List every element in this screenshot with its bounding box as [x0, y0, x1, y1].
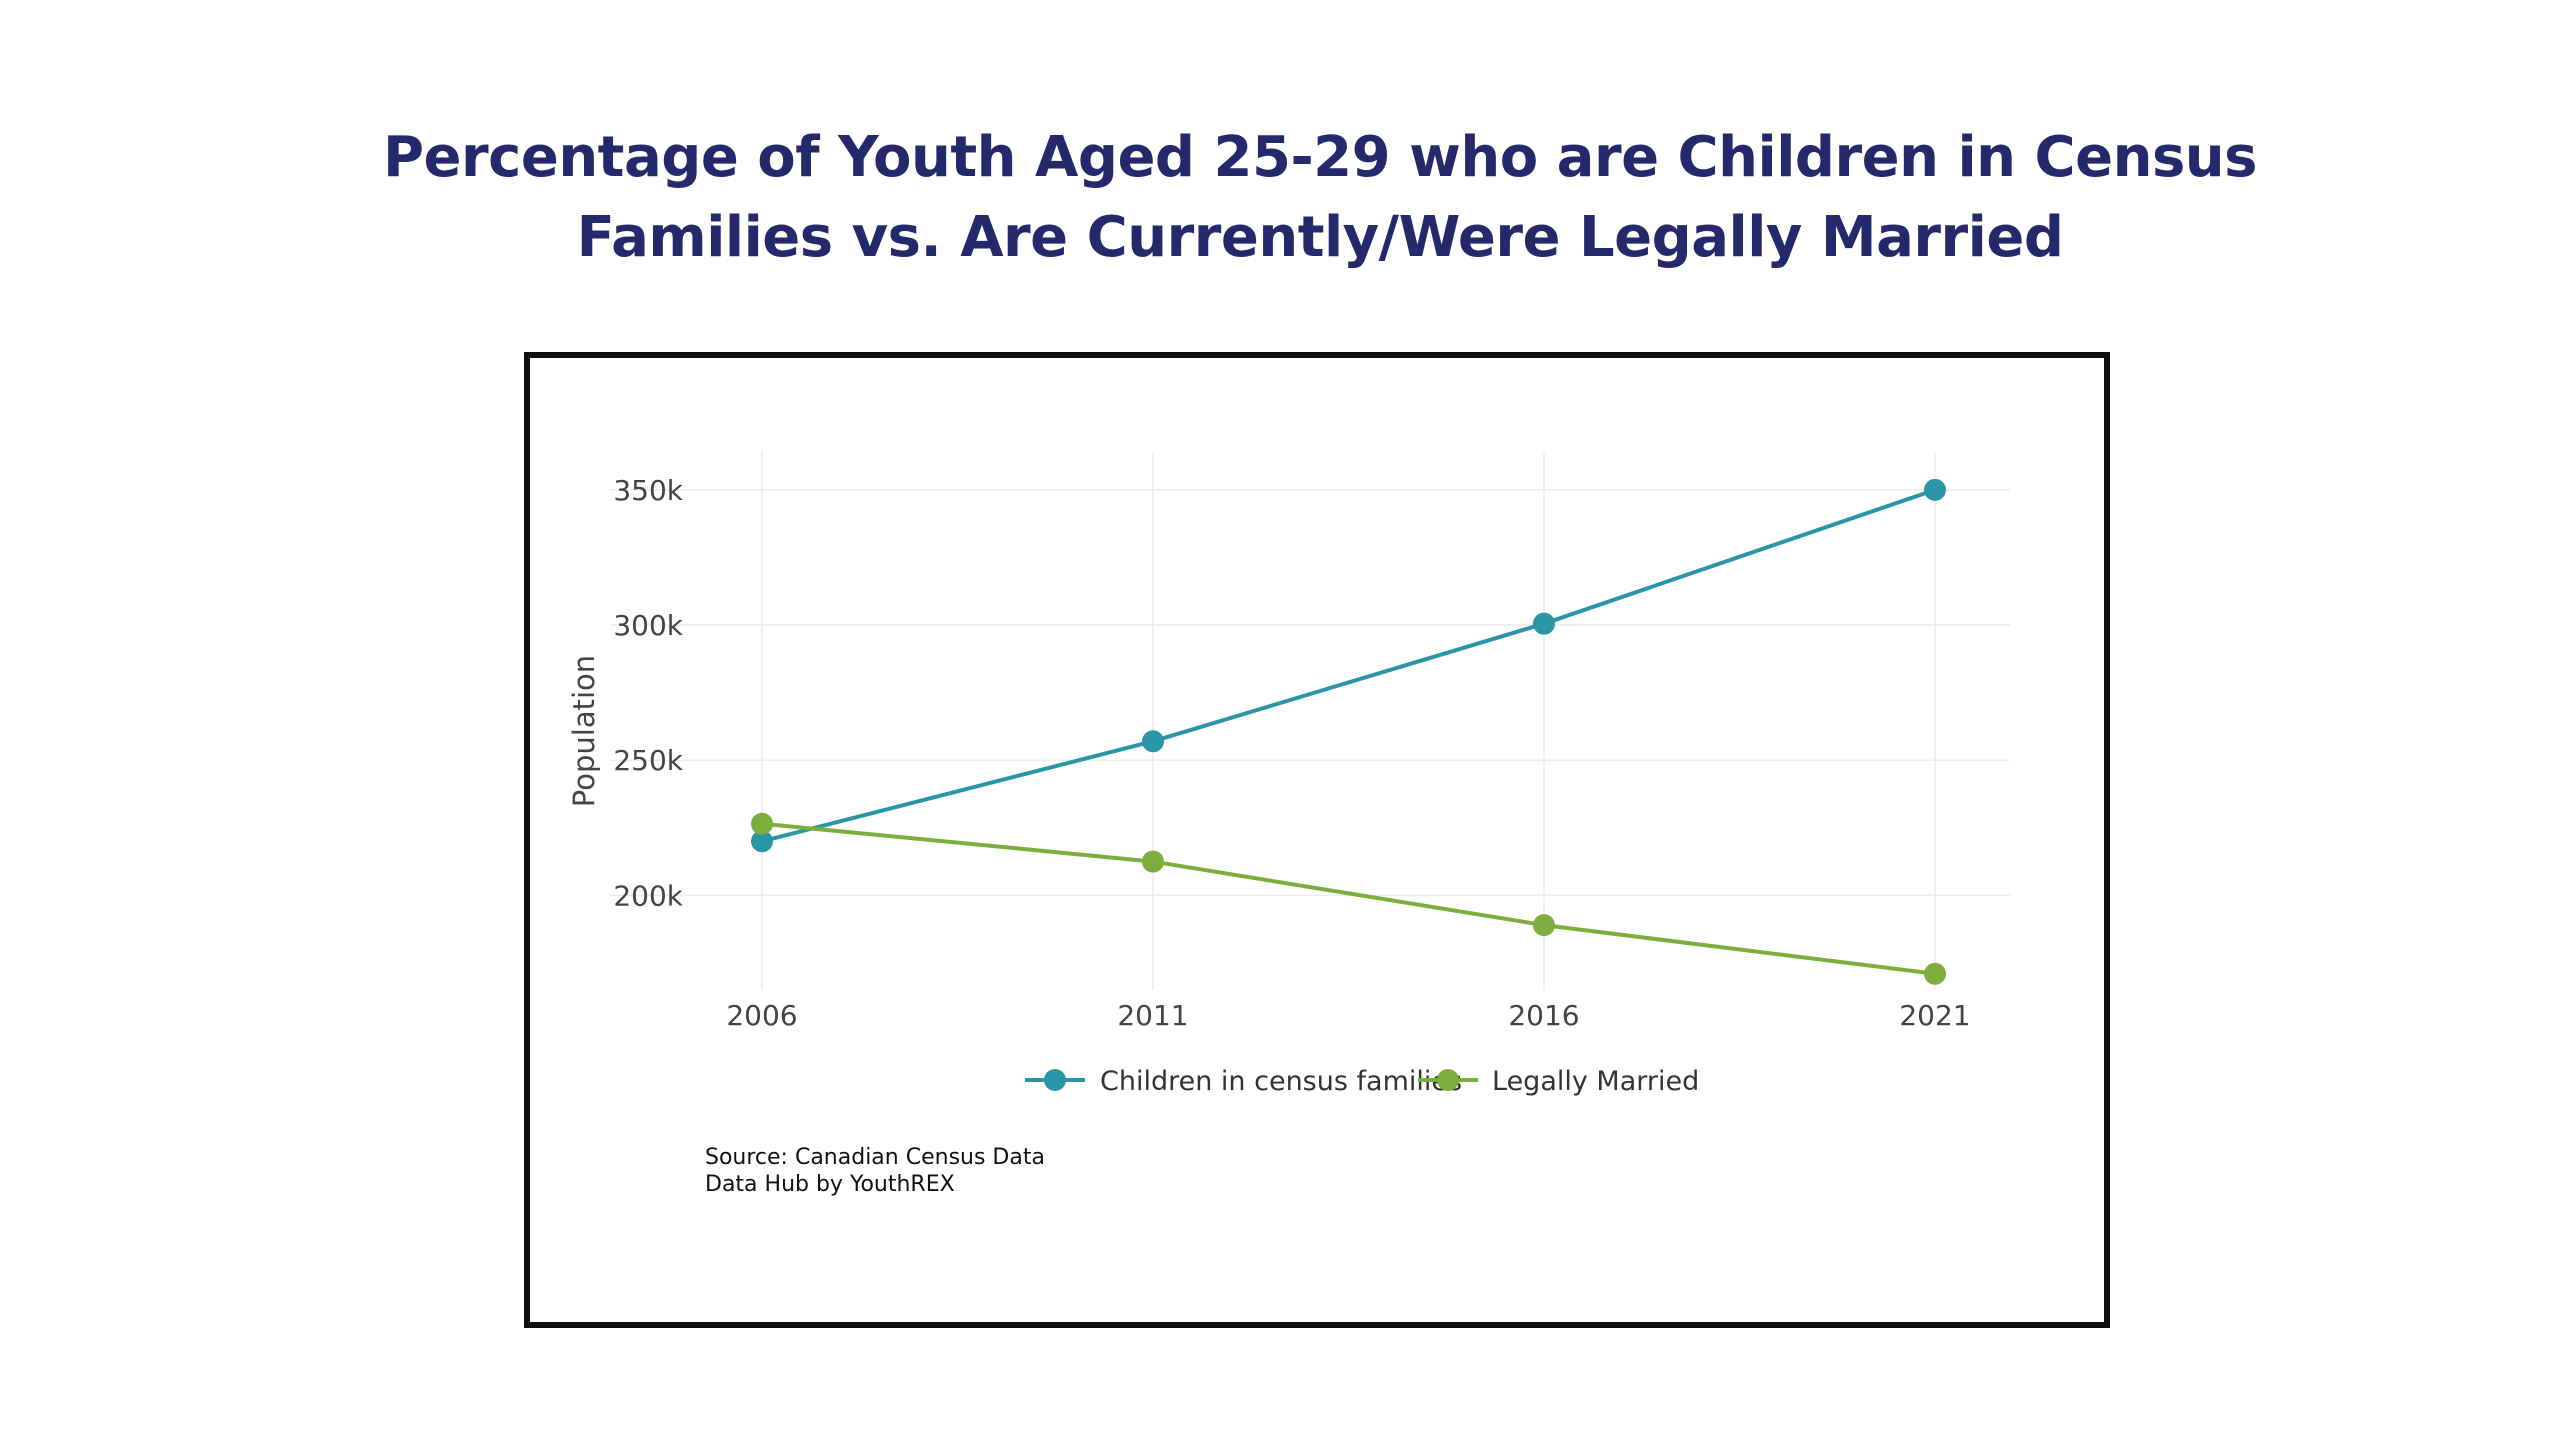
legend-marker	[1044, 1069, 1066, 1091]
y-tick-label: 300k	[613, 609, 683, 642]
y-axis-label: Population	[567, 655, 601, 807]
source-note: Source: Canadian Census Data Data Hub by…	[705, 1144, 1045, 1198]
legend-label: Children in census families	[1100, 1066, 1462, 1097]
series-1-point	[751, 830, 773, 853]
x-tick-label: 2006	[726, 999, 797, 1032]
x-tick-label: 2011	[1117, 999, 1188, 1032]
y-tick-label: 250k	[613, 744, 683, 777]
y-tick-label: 200k	[613, 879, 683, 912]
x-tick-label: 2021	[1899, 999, 1970, 1032]
x-tick-label: 2016	[1508, 999, 1579, 1032]
legend-marker	[1437, 1069, 1459, 1091]
chart-title-line-2: Families vs. Are Currently/Were Legally …	[576, 205, 2064, 270]
series-1-point	[1924, 478, 1946, 501]
series-line-1	[761, 487, 1936, 844]
series-line-2	[761, 821, 1936, 976]
series-2-point	[751, 812, 773, 835]
series-1-point	[1533, 612, 1555, 635]
series-1-point	[1142, 730, 1164, 753]
series-2-point	[1142, 850, 1164, 873]
legend-label: Legally Married	[1492, 1066, 1699, 1097]
series-2-point	[1924, 962, 1946, 985]
source-line-1: Source: Canadian Census Data	[705, 1145, 1045, 1170]
chart-frame	[524, 352, 2110, 1328]
source-line-2: Data Hub by YouthREX	[705, 1172, 955, 1197]
chart-title-line-1: Percentage of Youth Aged 25-29 who are C…	[383, 125, 2258, 190]
y-tick-label: 350k	[613, 474, 683, 507]
chart-title: Percentage of Youth Aged 25-29 who are C…	[0, 118, 2560, 278]
series-2-point	[1533, 914, 1555, 937]
